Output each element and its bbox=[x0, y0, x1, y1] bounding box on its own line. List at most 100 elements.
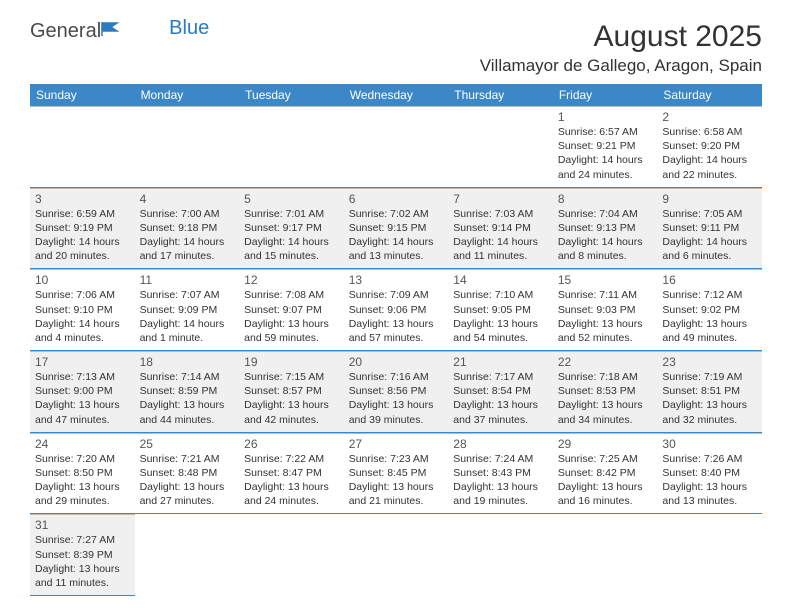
day-cell: 25Sunrise: 7:21 AMSunset: 8:48 PMDayligh… bbox=[135, 433, 240, 515]
title-block: August 2025 Villamayor de Gallego, Arago… bbox=[480, 20, 762, 76]
day-number: 26 bbox=[244, 437, 339, 451]
day-cell: 4Sunrise: 7:00 AMSunset: 9:18 PMDaylight… bbox=[135, 188, 240, 270]
day-info: Sunrise: 6:57 AMSunset: 9:21 PMDaylight:… bbox=[558, 125, 653, 182]
day-cell: 12Sunrise: 7:08 AMSunset: 9:07 PMDayligh… bbox=[239, 269, 344, 351]
day-number: 18 bbox=[140, 355, 235, 369]
day-number: 4 bbox=[140, 192, 235, 206]
day-cell: 22Sunrise: 7:18 AMSunset: 8:53 PMDayligh… bbox=[553, 351, 658, 433]
day-number: 24 bbox=[35, 437, 130, 451]
day-number: 21 bbox=[453, 355, 548, 369]
day-cell: 10Sunrise: 7:06 AMSunset: 9:10 PMDayligh… bbox=[30, 269, 135, 351]
day-cell: 29Sunrise: 7:25 AMSunset: 8:42 PMDayligh… bbox=[553, 433, 658, 515]
day-number: 3 bbox=[35, 192, 130, 206]
day-info: Sunrise: 7:24 AMSunset: 8:43 PMDaylight:… bbox=[453, 452, 548, 509]
day-cell: 18Sunrise: 7:14 AMSunset: 8:59 PMDayligh… bbox=[135, 351, 240, 433]
day-number: 22 bbox=[558, 355, 653, 369]
day-number: 7 bbox=[453, 192, 548, 206]
day-info: Sunrise: 7:05 AMSunset: 9:11 PMDaylight:… bbox=[662, 207, 757, 264]
day-number: 27 bbox=[349, 437, 444, 451]
day-info: Sunrise: 6:58 AMSunset: 9:20 PMDaylight:… bbox=[662, 125, 757, 182]
day-cell: 16Sunrise: 7:12 AMSunset: 9:02 PMDayligh… bbox=[657, 269, 762, 351]
empty-cell bbox=[239, 106, 344, 188]
day-cell: 14Sunrise: 7:10 AMSunset: 9:05 PMDayligh… bbox=[448, 269, 553, 351]
day-cell: 15Sunrise: 7:11 AMSunset: 9:03 PMDayligh… bbox=[553, 269, 658, 351]
day-cell: 6Sunrise: 7:02 AMSunset: 9:15 PMDaylight… bbox=[344, 188, 449, 270]
day-number: 15 bbox=[558, 273, 653, 287]
day-number: 9 bbox=[662, 192, 757, 206]
day-cell: 3Sunrise: 6:59 AMSunset: 9:19 PMDaylight… bbox=[30, 188, 135, 270]
day-number: 19 bbox=[244, 355, 339, 369]
day-info: Sunrise: 7:03 AMSunset: 9:14 PMDaylight:… bbox=[453, 207, 548, 264]
day-cell: 26Sunrise: 7:22 AMSunset: 8:47 PMDayligh… bbox=[239, 433, 344, 515]
day-info: Sunrise: 7:06 AMSunset: 9:10 PMDaylight:… bbox=[35, 288, 130, 345]
dayhead-thursday: Thursday bbox=[448, 84, 553, 106]
day-cell: 9Sunrise: 7:05 AMSunset: 9:11 PMDaylight… bbox=[657, 188, 762, 270]
day-info: Sunrise: 7:18 AMSunset: 8:53 PMDaylight:… bbox=[558, 370, 653, 427]
flag-icon bbox=[101, 20, 121, 43]
calendar-grid: SundayMondayTuesdayWednesdayThursdayFrid… bbox=[30, 84, 762, 596]
empty-cell bbox=[135, 106, 240, 188]
day-info: Sunrise: 7:07 AMSunset: 9:09 PMDaylight:… bbox=[140, 288, 235, 345]
day-number: 23 bbox=[662, 355, 757, 369]
day-info: Sunrise: 7:00 AMSunset: 9:18 PMDaylight:… bbox=[140, 207, 235, 264]
day-cell: 17Sunrise: 7:13 AMSunset: 9:00 PMDayligh… bbox=[30, 351, 135, 433]
day-info: Sunrise: 7:27 AMSunset: 8:39 PMDaylight:… bbox=[35, 533, 130, 590]
day-info: Sunrise: 7:15 AMSunset: 8:57 PMDaylight:… bbox=[244, 370, 339, 427]
day-info: Sunrise: 7:21 AMSunset: 8:48 PMDaylight:… bbox=[140, 452, 235, 509]
day-number: 5 bbox=[244, 192, 339, 206]
dayhead-tuesday: Tuesday bbox=[239, 84, 344, 106]
day-info: Sunrise: 7:09 AMSunset: 9:06 PMDaylight:… bbox=[349, 288, 444, 345]
day-cell: 7Sunrise: 7:03 AMSunset: 9:14 PMDaylight… bbox=[448, 188, 553, 270]
logo-text-blue: Blue bbox=[169, 17, 209, 40]
day-cell: 23Sunrise: 7:19 AMSunset: 8:51 PMDayligh… bbox=[657, 351, 762, 433]
day-cell: 2Sunrise: 6:58 AMSunset: 9:20 PMDaylight… bbox=[657, 106, 762, 188]
day-info: Sunrise: 7:26 AMSunset: 8:40 PMDaylight:… bbox=[662, 452, 757, 509]
day-number: 11 bbox=[140, 273, 235, 287]
day-info: Sunrise: 7:20 AMSunset: 8:50 PMDaylight:… bbox=[35, 452, 130, 509]
day-cell: 5Sunrise: 7:01 AMSunset: 9:17 PMDaylight… bbox=[239, 188, 344, 270]
empty-cell bbox=[448, 106, 553, 188]
day-cell: 21Sunrise: 7:17 AMSunset: 8:54 PMDayligh… bbox=[448, 351, 553, 433]
day-info: Sunrise: 7:14 AMSunset: 8:59 PMDaylight:… bbox=[140, 370, 235, 427]
day-number: 28 bbox=[453, 437, 548, 451]
day-cell: 20Sunrise: 7:16 AMSunset: 8:56 PMDayligh… bbox=[344, 351, 449, 433]
dayhead-wednesday: Wednesday bbox=[344, 84, 449, 106]
day-number: 13 bbox=[349, 273, 444, 287]
day-number: 10 bbox=[35, 273, 130, 287]
day-info: Sunrise: 6:59 AMSunset: 9:19 PMDaylight:… bbox=[35, 207, 130, 264]
day-number: 16 bbox=[662, 273, 757, 287]
day-number: 31 bbox=[35, 518, 130, 532]
day-info: Sunrise: 7:11 AMSunset: 9:03 PMDaylight:… bbox=[558, 288, 653, 345]
day-number: 29 bbox=[558, 437, 653, 451]
day-number: 2 bbox=[662, 110, 757, 124]
day-number: 25 bbox=[140, 437, 235, 451]
dayhead-sunday: Sunday bbox=[30, 84, 135, 106]
day-info: Sunrise: 7:08 AMSunset: 9:07 PMDaylight:… bbox=[244, 288, 339, 345]
page-title: August 2025 bbox=[480, 20, 762, 54]
day-info: Sunrise: 7:01 AMSunset: 9:17 PMDaylight:… bbox=[244, 207, 339, 264]
dayhead-monday: Monday bbox=[135, 84, 240, 106]
logo: GeneralBlue bbox=[30, 20, 209, 43]
day-info: Sunrise: 7:13 AMSunset: 9:00 PMDaylight:… bbox=[35, 370, 130, 427]
header: GeneralBlue August 2025 Villamayor de Ga… bbox=[0, 0, 792, 84]
day-info: Sunrise: 7:04 AMSunset: 9:13 PMDaylight:… bbox=[558, 207, 653, 264]
day-cell: 24Sunrise: 7:20 AMSunset: 8:50 PMDayligh… bbox=[30, 433, 135, 515]
day-number: 17 bbox=[35, 355, 130, 369]
day-cell: 1Sunrise: 6:57 AMSunset: 9:21 PMDaylight… bbox=[553, 106, 658, 188]
day-number: 8 bbox=[558, 192, 653, 206]
day-info: Sunrise: 7:10 AMSunset: 9:05 PMDaylight:… bbox=[453, 288, 548, 345]
day-cell: 8Sunrise: 7:04 AMSunset: 9:13 PMDaylight… bbox=[553, 188, 658, 270]
day-number: 1 bbox=[558, 110, 653, 124]
day-info: Sunrise: 7:25 AMSunset: 8:42 PMDaylight:… bbox=[558, 452, 653, 509]
day-cell: 11Sunrise: 7:07 AMSunset: 9:09 PMDayligh… bbox=[135, 269, 240, 351]
day-info: Sunrise: 7:19 AMSunset: 8:51 PMDaylight:… bbox=[662, 370, 757, 427]
day-cell: 30Sunrise: 7:26 AMSunset: 8:40 PMDayligh… bbox=[657, 433, 762, 515]
day-number: 20 bbox=[349, 355, 444, 369]
day-info: Sunrise: 7:22 AMSunset: 8:47 PMDaylight:… bbox=[244, 452, 339, 509]
day-cell: 28Sunrise: 7:24 AMSunset: 8:43 PMDayligh… bbox=[448, 433, 553, 515]
day-info: Sunrise: 7:12 AMSunset: 9:02 PMDaylight:… bbox=[662, 288, 757, 345]
dayhead-friday: Friday bbox=[553, 84, 658, 106]
empty-cell bbox=[30, 106, 135, 188]
empty-cell bbox=[344, 106, 449, 188]
day-info: Sunrise: 7:23 AMSunset: 8:45 PMDaylight:… bbox=[349, 452, 444, 509]
